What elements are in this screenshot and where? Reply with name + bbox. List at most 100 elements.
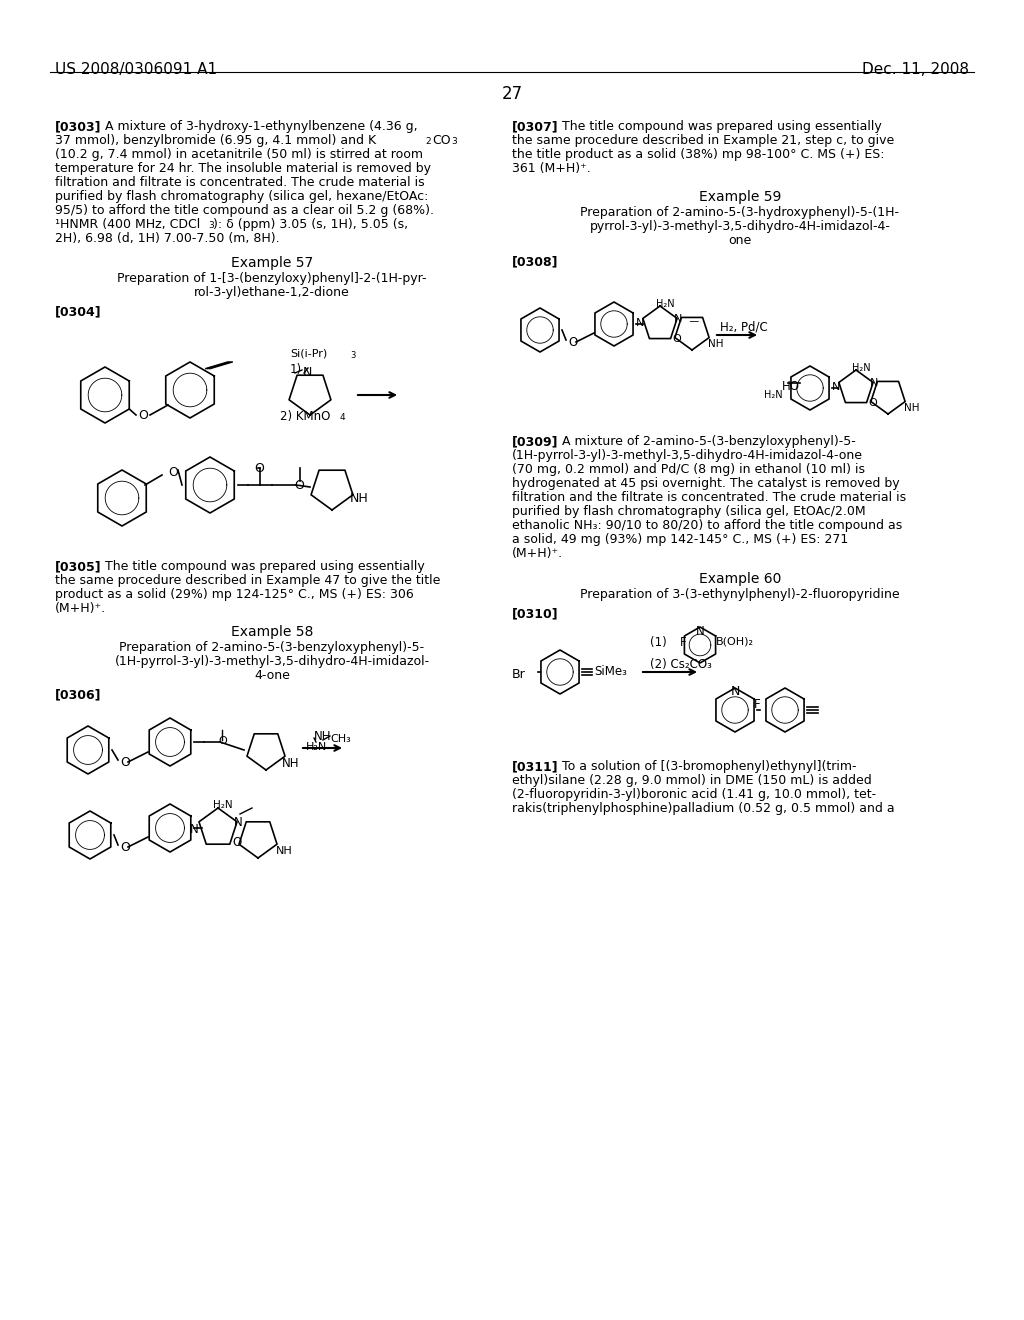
Text: 2) KMnO: 2) KMnO	[280, 411, 331, 422]
Text: (10.2 g, 7.4 mmol) in acetanitrile (50 ml) is stirred at room: (10.2 g, 7.4 mmol) in acetanitrile (50 m…	[55, 148, 423, 161]
Text: Preparation of 1-[3-(benzyloxy)phenyl]-2-(1H-pyr-: Preparation of 1-[3-(benzyloxy)phenyl]-2…	[118, 272, 427, 285]
Text: (1H-pyrrol-3-yl)-3-methyl-3,5-dihydro-4H-imidazol-4-one: (1H-pyrrol-3-yl)-3-methyl-3,5-dihydro-4H…	[512, 449, 863, 462]
Text: H₂N: H₂N	[656, 300, 675, 309]
Text: purified by flash chromatography (silica gel, EtOAc/2.0M: purified by flash chromatography (silica…	[512, 506, 865, 517]
Text: [0311]: [0311]	[512, 760, 559, 774]
Text: (2) Cs₂CO₃: (2) Cs₂CO₃	[650, 657, 712, 671]
Text: one: one	[728, 234, 752, 247]
Text: O: O	[218, 737, 226, 746]
Text: Preparation of 3-(3-ethynylphenyl)-2-fluoropyridine: Preparation of 3-(3-ethynylphenyl)-2-flu…	[581, 587, 900, 601]
Text: the same procedure described in Example 21, step c, to give: the same procedure described in Example …	[512, 135, 894, 147]
Text: rol-3-yl)ethane-1,2-dione: rol-3-yl)ethane-1,2-dione	[195, 286, 350, 300]
Text: rakis(triphenylphosphine)palladium (0.52 g, 0.5 mmol) and a: rakis(triphenylphosphine)palladium (0.52…	[512, 803, 895, 814]
Text: 3: 3	[451, 137, 457, 147]
Text: O: O	[672, 334, 681, 345]
Text: CH₃: CH₃	[330, 734, 351, 744]
Text: ): δ (ppm) 3.05 (s, 1H), 5.05 (s,: ): δ (ppm) 3.05 (s, 1H), 5.05 (s,	[213, 218, 409, 231]
Text: A mixture of 3-hydroxy-1-ethynylbenzene (4.36 g,: A mixture of 3-hydroxy-1-ethynylbenzene …	[105, 120, 418, 133]
Text: H₂N: H₂N	[306, 742, 328, 752]
Text: O: O	[120, 756, 130, 770]
Text: O: O	[254, 462, 264, 475]
Text: 361 (M+H)⁺.: 361 (M+H)⁺.	[512, 162, 591, 176]
Text: A mixture of 2-amino-5-(3-benzyloxyphenyl)-5-: A mixture of 2-amino-5-(3-benzyloxypheny…	[562, 436, 856, 447]
Text: ethanolic NH₃: 90/10 to 80/20) to afford the title compound as: ethanolic NH₃: 90/10 to 80/20) to afford…	[512, 519, 902, 532]
Text: 2: 2	[425, 137, 431, 147]
Text: hydrogenated at 45 psi overnight. The catalyst is removed by: hydrogenated at 45 psi overnight. The ca…	[512, 477, 900, 490]
Text: 2H), 6.98 (d, 1H) 7.00-7.50 (m, 8H).: 2H), 6.98 (d, 1H) 7.00-7.50 (m, 8H).	[55, 232, 280, 246]
Text: N: N	[303, 366, 312, 379]
Text: SiMe₃: SiMe₃	[594, 665, 627, 678]
Text: CO: CO	[432, 135, 451, 147]
Text: (M+H)⁺.: (M+H)⁺.	[512, 546, 563, 560]
Text: (1): (1)	[650, 636, 667, 649]
Text: (70 mg, 0.2 mmol) and Pd/C (8 mg) in ethanol (10 ml) is: (70 mg, 0.2 mmol) and Pd/C (8 mg) in eth…	[512, 463, 865, 477]
Text: O: O	[568, 337, 578, 348]
Text: the title product as a solid (38%) mp 98-100° C. MS (+) ES:: the title product as a solid (38%) mp 98…	[512, 148, 885, 161]
Text: —: —	[680, 315, 699, 326]
Text: Example 57: Example 57	[230, 256, 313, 271]
Text: [0310]: [0310]	[512, 607, 559, 620]
Text: NH: NH	[282, 756, 299, 770]
Text: [0308]: [0308]	[512, 255, 558, 268]
Text: ethyl)silane (2.28 g, 9.0 mmol) in DME (150 mL) is added: ethyl)silane (2.28 g, 9.0 mmol) in DME (…	[512, 774, 871, 787]
Text: NH: NH	[276, 846, 293, 855]
Text: Example 59: Example 59	[698, 190, 781, 205]
Text: [0304]: [0304]	[55, 305, 101, 318]
Text: Dec. 11, 2008: Dec. 11, 2008	[862, 62, 969, 77]
Text: N: N	[234, 816, 243, 829]
Text: O: O	[138, 409, 147, 422]
Text: O: O	[168, 466, 178, 479]
Text: NH: NH	[314, 730, 332, 743]
Text: N: N	[831, 381, 841, 392]
Text: 95/5) to afford the title compound as a clear oil 5.2 g (68%).: 95/5) to afford the title compound as a …	[55, 205, 434, 216]
Text: N: N	[730, 685, 739, 698]
Text: filtration and the filtrate is concentrated. The crude material is: filtration and the filtrate is concentra…	[512, 491, 906, 504]
Text: F: F	[680, 636, 687, 649]
Text: pyrrol-3-yl)-3-methyl-3,5-dihydro-4H-imidazol-4-: pyrrol-3-yl)-3-methyl-3,5-dihydro-4H-imi…	[590, 220, 891, 234]
Text: B(OH)₂: B(OH)₂	[716, 638, 754, 647]
Text: (2-fluoropyridin-3-yl)boronic acid (1.41 g, 10.0 mmol), tet-: (2-fluoropyridin-3-yl)boronic acid (1.41…	[512, 788, 877, 801]
Text: H₂, Pd/C: H₂, Pd/C	[720, 319, 768, 333]
Text: NH: NH	[904, 403, 920, 413]
Text: H₂N: H₂N	[764, 389, 782, 400]
Text: [0309]: [0309]	[512, 436, 558, 447]
Text: O: O	[294, 479, 304, 492]
Text: NH: NH	[708, 339, 724, 348]
Text: [0307]: [0307]	[512, 120, 559, 133]
Text: 4-one: 4-one	[254, 669, 290, 682]
Text: 1): 1)	[290, 363, 302, 376]
Text: Preparation of 2-amino-5-(3-benzyloxyphenyl)-5-: Preparation of 2-amino-5-(3-benzyloxyphe…	[120, 642, 425, 653]
Text: To a solution of [(3-bromophenyl)ethynyl](trim-: To a solution of [(3-bromophenyl)ethynyl…	[562, 760, 856, 774]
Text: 4: 4	[340, 413, 346, 422]
Text: N: N	[190, 822, 199, 836]
Text: O: O	[120, 841, 130, 854]
Text: Br: Br	[512, 668, 525, 681]
Text: 3: 3	[208, 220, 214, 230]
Text: a solid, 49 mg (93%) mp 142-145° C., MS (+) ES: 271: a solid, 49 mg (93%) mp 142-145° C., MS …	[512, 533, 848, 546]
Text: temperature for 24 hr. The insoluble material is removed by: temperature for 24 hr. The insoluble mat…	[55, 162, 431, 176]
Text: N: N	[695, 624, 705, 638]
Text: Preparation of 2-amino-5-(3-hydroxyphenyl)-5-(1H-: Preparation of 2-amino-5-(3-hydroxypheny…	[581, 206, 899, 219]
Text: N: N	[636, 318, 644, 327]
Text: the same procedure described in Example 47 to give the title: the same procedure described in Example …	[55, 574, 440, 587]
Text: [0305]: [0305]	[55, 560, 101, 573]
Text: N: N	[674, 314, 682, 323]
Text: 37 mmol), benzylbromide (6.95 g, 4.1 mmol) and K: 37 mmol), benzylbromide (6.95 g, 4.1 mmo…	[55, 135, 376, 147]
Text: ¹HNMR (400 MHz, CDCl: ¹HNMR (400 MHz, CDCl	[55, 218, 201, 231]
Text: [0303]: [0303]	[55, 120, 101, 133]
Text: [0306]: [0306]	[55, 688, 101, 701]
Text: The title compound was prepared using essentially: The title compound was prepared using es…	[562, 120, 882, 133]
Text: Si(i-Pr): Si(i-Pr)	[290, 348, 328, 358]
Text: HO: HO	[782, 380, 800, 393]
Text: The title compound was prepared using essentially: The title compound was prepared using es…	[105, 560, 425, 573]
Text: Example 60: Example 60	[698, 572, 781, 586]
Text: H₂N: H₂N	[852, 363, 870, 374]
Text: purified by flash chromatography (silica gel, hexane/EtOAc:: purified by flash chromatography (silica…	[55, 190, 428, 203]
Text: N: N	[870, 378, 879, 388]
Text: (1H-pyrrol-3-yl)-3-methyl-3,5-dihydro-4H-imidazol-: (1H-pyrrol-3-yl)-3-methyl-3,5-dihydro-4H…	[115, 655, 429, 668]
Text: Example 58: Example 58	[230, 624, 313, 639]
Text: H₂N: H₂N	[213, 800, 232, 810]
Text: O: O	[232, 836, 242, 849]
Text: US 2008/0306091 A1: US 2008/0306091 A1	[55, 62, 217, 77]
Text: O: O	[868, 399, 877, 408]
